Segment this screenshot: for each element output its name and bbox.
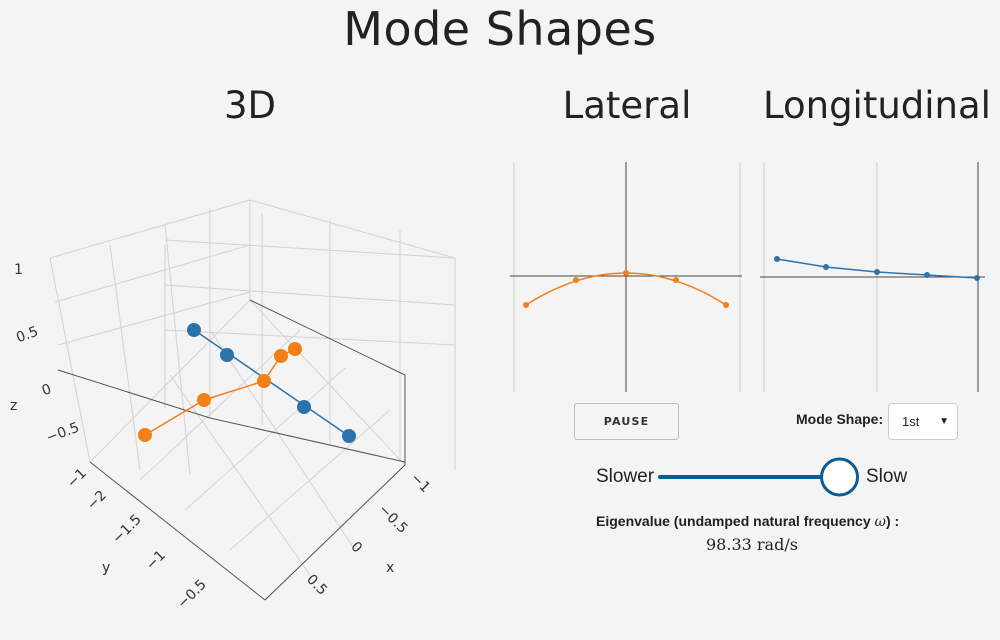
- z-tick-label: 0: [40, 381, 54, 399]
- lateral-node: [573, 277, 579, 283]
- page-title: Mode Shapes: [343, 2, 657, 56]
- blue-mode-node: [187, 323, 201, 337]
- blue-mode-node: [342, 429, 356, 443]
- slider-thumb[interactable]: [820, 457, 860, 497]
- plot-lateral[interactable]: [510, 162, 742, 392]
- z-tick-label: 0.5: [14, 324, 40, 347]
- eigenvalue-value: 98.33 rad/s: [706, 535, 798, 554]
- slider-right-label: Slow: [866, 466, 908, 487]
- lateral-mode-curve: [523, 270, 729, 308]
- slider-left-label: Slower: [596, 466, 655, 487]
- panel-title-3d: 3D: [223, 84, 277, 127]
- lateral-node: [673, 277, 679, 283]
- panel-title-longitudinal: Longitudinal: [763, 84, 991, 127]
- z-axis-label: z: [10, 398, 17, 414]
- y-tick-label: −1: [143, 548, 169, 574]
- z-tick-label: 1: [14, 262, 23, 278]
- orange-mode-node: [288, 342, 302, 356]
- longitudinal-node: [924, 272, 930, 278]
- axes-3d: [57, 299, 406, 601]
- blue-mode-node: [297, 400, 311, 414]
- panel-title-lateral: Lateral: [562, 84, 692, 127]
- z-tick-label: −0.5: [44, 420, 81, 447]
- grid-3d: [49, 199, 456, 601]
- grid-lateral: [513, 162, 741, 392]
- plot-longitudinal[interactable]: [760, 162, 985, 392]
- lateral-node: [723, 302, 729, 308]
- mode-shape-select[interactable]: 1st ▼: [888, 403, 958, 440]
- x-axis-label: x: [386, 560, 394, 576]
- y-tick-label: −1.5: [109, 512, 144, 547]
- orange-mode-line: [144, 348, 296, 436]
- orange-mode-node: [274, 349, 288, 363]
- mode-shape-label: Mode Shape:: [796, 411, 884, 427]
- speed-slider[interactable]: [656, 454, 868, 500]
- longitudinal-node: [823, 264, 829, 270]
- omega-symbol: ω: [874, 514, 886, 530]
- y-axis-label: y: [102, 560, 110, 576]
- mode-shape-3d: [138, 323, 356, 443]
- dropdown-arrow-icon: ▼: [939, 416, 949, 427]
- y-tick-label: −0.5: [174, 577, 209, 612]
- blue-mode-node: [220, 348, 234, 362]
- orange-mode-node: [257, 374, 271, 388]
- z-tick-label: −1: [64, 466, 90, 492]
- x-tick-label: −1: [407, 470, 433, 496]
- longitudinal-node: [974, 275, 980, 281]
- plot-3d[interactable]: 1 0.5 0 −0.5 −1 z −2 −1.5 −1 −0.5 y −1 −…: [0, 190, 480, 640]
- x-tick-label: −0.5: [375, 502, 410, 537]
- longitudinal-node: [874, 269, 880, 275]
- mode-shape-value: 1st: [902, 414, 920, 429]
- eigenvalue-label-prefix: Eigenvalue (undamped natural frequency: [596, 513, 875, 529]
- x-tick-label: 0.5: [303, 572, 330, 599]
- axes-lateral: [510, 162, 742, 392]
- eigenvalue-label-suffix: ) :: [885, 513, 900, 529]
- y-tick-label: −2: [84, 488, 110, 514]
- ticks-3d: 1 0.5 0 −0.5 −1 z −2 −1.5 −1 −0.5 y −1 −…: [10, 262, 433, 612]
- lateral-node: [623, 270, 629, 276]
- orange-mode-node: [138, 428, 152, 442]
- longitudinal-node: [774, 256, 780, 262]
- x-tick-label: 0: [347, 539, 365, 557]
- orange-mode-node: [197, 393, 211, 407]
- lateral-node: [523, 302, 529, 308]
- pause-button[interactable]: PAUSE: [574, 403, 679, 440]
- longitudinal-mode-curve: [774, 256, 980, 281]
- blue-mode-line: [193, 329, 350, 437]
- eigenvalue-label: Eigenvalue (undamped natural frequency ω…: [596, 513, 899, 530]
